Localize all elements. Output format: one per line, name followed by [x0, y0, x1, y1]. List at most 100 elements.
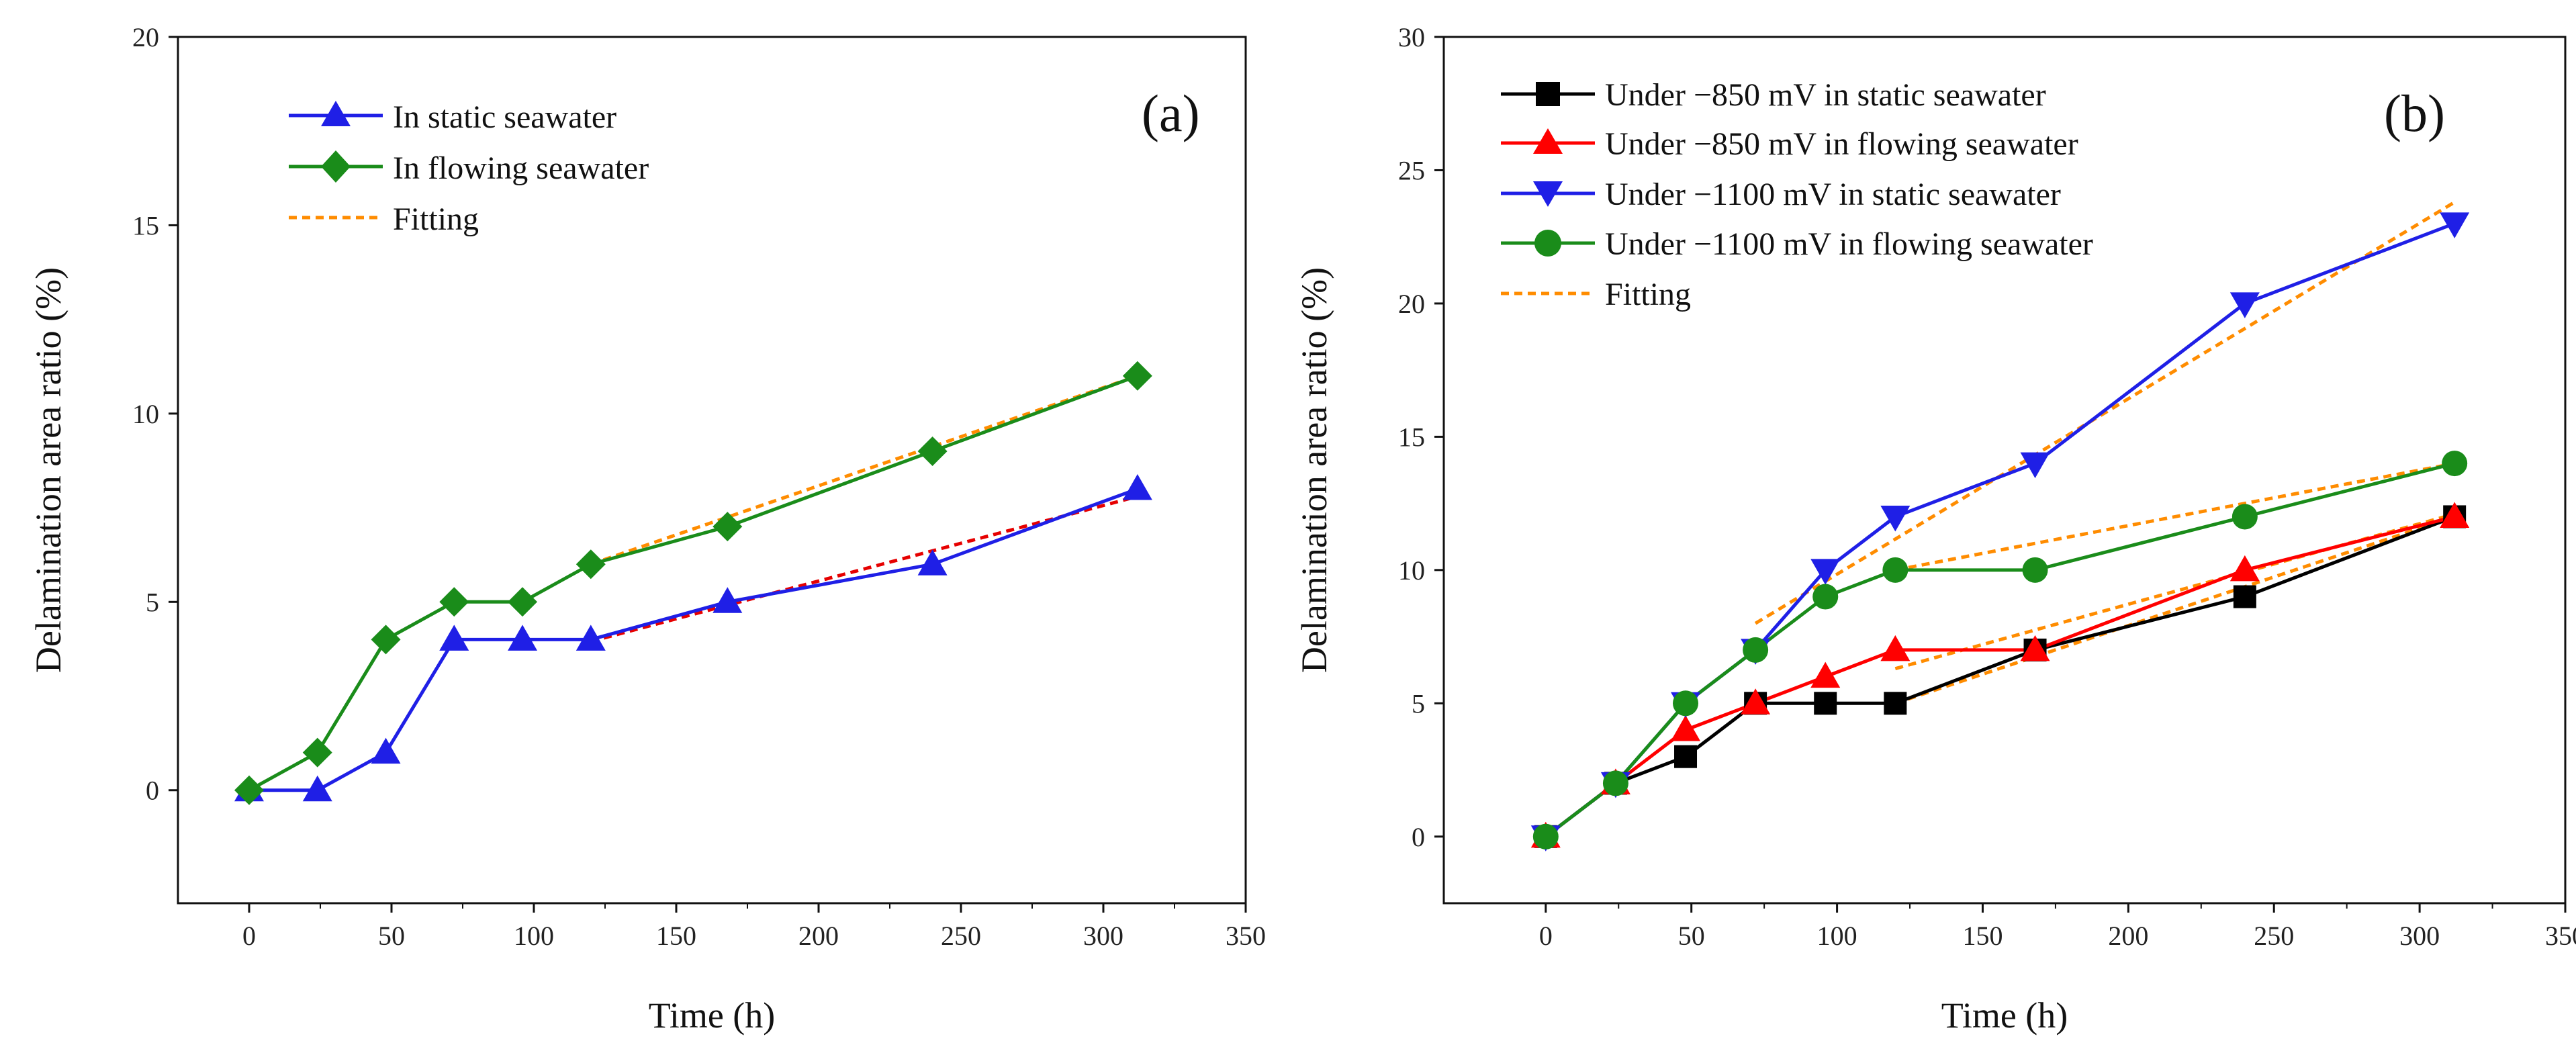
y-axis-label-b: Delamination area ratio (%) — [1294, 267, 1334, 673]
chart-panel-a: 0 50 100 150 200 250 300 350 0 5 10 15 20 (a) Time (… — [28, 22, 1266, 1036]
y-tick-label-a-4: 20 — [132, 22, 159, 52]
plot-frame-a — [177, 36, 1247, 905]
x-tick-label-a-1: 50 — [378, 921, 405, 951]
data-point-b-2-7 — [2229, 292, 2260, 318]
data-point-b-1-5 — [1880, 635, 1911, 661]
y-tick-label-a-0: 0 — [146, 776, 159, 806]
ticks-a: 0 50 100 150 200 250 300 350 0 5 10 15 20 — [132, 22, 1266, 951]
data-point-b-0-4 — [1814, 692, 1837, 715]
x-axis-label-b: Time (h) — [1941, 995, 2068, 1036]
data-point-a-1-7 — [917, 436, 948, 466]
data-point-b-2-6 — [2020, 452, 2050, 479]
data-point-a-1-1 — [302, 737, 332, 768]
fit-lines-a — [590, 374, 1138, 643]
fit-line-b-2 — [1894, 461, 2455, 572]
x-axis-label-a: Time (h) — [649, 995, 776, 1036]
data-point-a-0-8 — [1122, 474, 1152, 500]
y-tick-label-a-3: 15 — [132, 210, 159, 240]
series-line-b-1 — [1545, 515, 2455, 838]
fit-lines-b — [1754, 200, 2456, 705]
data-point-b-2-5 — [1880, 505, 1911, 532]
legend-label-b-3: Under −1100 mV in flowing seawater — [1605, 226, 2093, 262]
legend-marker-b-2 — [1533, 181, 1563, 207]
panel-label-a: (a) — [1142, 84, 1200, 142]
legend-marker-a-1 — [321, 150, 351, 183]
data-point-b-3-6 — [2022, 557, 2048, 583]
legend-label-b-fit: Fitting — [1605, 277, 1691, 312]
x-tick-label-a-7: 350 — [1226, 921, 1266, 951]
data-point-b-3-3 — [1743, 637, 1769, 663]
y-tick-label-b-6: 30 — [1398, 22, 1425, 52]
y-tick-label-b-2: 10 — [1398, 555, 1425, 586]
fit-line-b-3 — [1894, 515, 2455, 705]
data-point-b-3-5 — [1882, 557, 1908, 583]
x-tick-label-b-7: 350 — [2545, 921, 2576, 951]
data-point-a-0-7 — [917, 549, 948, 576]
chart-panel-b: 0 50 100 150 200 250 300 350 0 5 10 15 20 25 30 (b) Ti… — [1294, 22, 2576, 1036]
x-tick-label-b-2: 100 — [1817, 921, 1857, 951]
legend-marker-b-1 — [1533, 128, 1563, 154]
data-point-b-0-7 — [2233, 585, 2256, 608]
data-point-b-0-5 — [1884, 692, 1907, 715]
x-tick-label-a-0: 0 — [242, 921, 256, 951]
x-tick-label-a-4: 200 — [798, 921, 839, 951]
legend-b: Under −850 mV in static seawater Under −… — [1501, 77, 2093, 312]
legend-label-a-fit: Fitting — [393, 201, 479, 237]
data-point-a-1-8 — [1122, 361, 1152, 391]
data-point-b-3-8 — [2442, 451, 2468, 477]
data-point-a-0-6 — [712, 587, 743, 613]
fit-line-b-0 — [1754, 200, 2456, 625]
series-a — [234, 361, 1152, 805]
x-tick-label-b-4: 200 — [2108, 921, 2148, 951]
data-point-a-0-2 — [371, 737, 401, 764]
data-point-b-0-2 — [1674, 745, 1698, 768]
data-point-b-1-8 — [2440, 502, 2470, 528]
data-point-b-3-4 — [1812, 584, 1839, 610]
legend-label-a-1: In flowing seawater — [393, 150, 649, 186]
legend-marker-a-0 — [321, 101, 351, 126]
data-point-b-1-7 — [2229, 555, 2260, 582]
fit-line-a-0 — [590, 374, 1138, 566]
data-point-b-1-2 — [1671, 715, 1701, 741]
x-tick-label-b-3: 150 — [1962, 921, 2003, 951]
y-tick-label-a-1: 5 — [146, 587, 159, 617]
data-point-a-0-4 — [508, 625, 538, 651]
ticks-b: 0 50 100 150 200 250 300 350 0 5 10 15 20 25 30 — [1398, 22, 2576, 951]
y-tick-label-b-5: 25 — [1398, 155, 1425, 185]
x-tick-label-b-5: 250 — [2254, 921, 2294, 951]
x-tick-label-a-3: 150 — [656, 921, 696, 951]
y-axis-label-a: Delamination area ratio (%) — [28, 267, 68, 673]
legend-label-a-0: In static seawater — [393, 99, 616, 135]
data-point-a-0-5 — [576, 625, 606, 651]
legend-marker-b-0 — [1536, 82, 1560, 106]
data-point-b-3-1 — [1602, 770, 1628, 796]
x-tick-label-a-2: 100 — [514, 921, 554, 951]
data-point-a-1-4 — [508, 587, 538, 617]
series-line-a-1 — [248, 374, 1138, 792]
data-point-a-1-2 — [371, 625, 401, 655]
y-tick-label-b-4: 20 — [1398, 289, 1425, 319]
data-point-b-1-3 — [1741, 688, 1771, 715]
x-tick-label-a-6: 300 — [1083, 921, 1123, 951]
data-point-b-3-2 — [1673, 690, 1699, 717]
data-point-b-3-0 — [1532, 823, 1559, 849]
data-point-a-1-6 — [712, 512, 743, 542]
legend-label-b-0: Under −850 mV in static seawater — [1605, 77, 2046, 113]
y-tick-label-b-0: 0 — [1412, 822, 1425, 852]
y-tick-label-a-2: 10 — [132, 399, 159, 429]
x-tick-label-b-0: 0 — [1539, 921, 1553, 951]
legend-a: In static seawater In flowing seawater F… — [289, 99, 649, 237]
series-b — [1530, 212, 2470, 852]
data-point-b-2-8 — [2440, 212, 2470, 238]
legend-marker-b-3 — [1534, 230, 1561, 257]
data-point-a-0-1 — [302, 775, 332, 802]
data-point-b-1-4 — [1810, 661, 1841, 688]
data-point-b-3-7 — [2232, 504, 2258, 530]
data-point-a-0-3 — [439, 625, 469, 651]
x-tick-label-a-5: 250 — [941, 921, 981, 951]
data-point-b-2-4 — [1810, 559, 1841, 585]
x-tick-label-b-1: 50 — [1678, 921, 1705, 951]
plot-frame-b — [1442, 36, 2567, 905]
data-point-a-1-5 — [576, 549, 606, 580]
